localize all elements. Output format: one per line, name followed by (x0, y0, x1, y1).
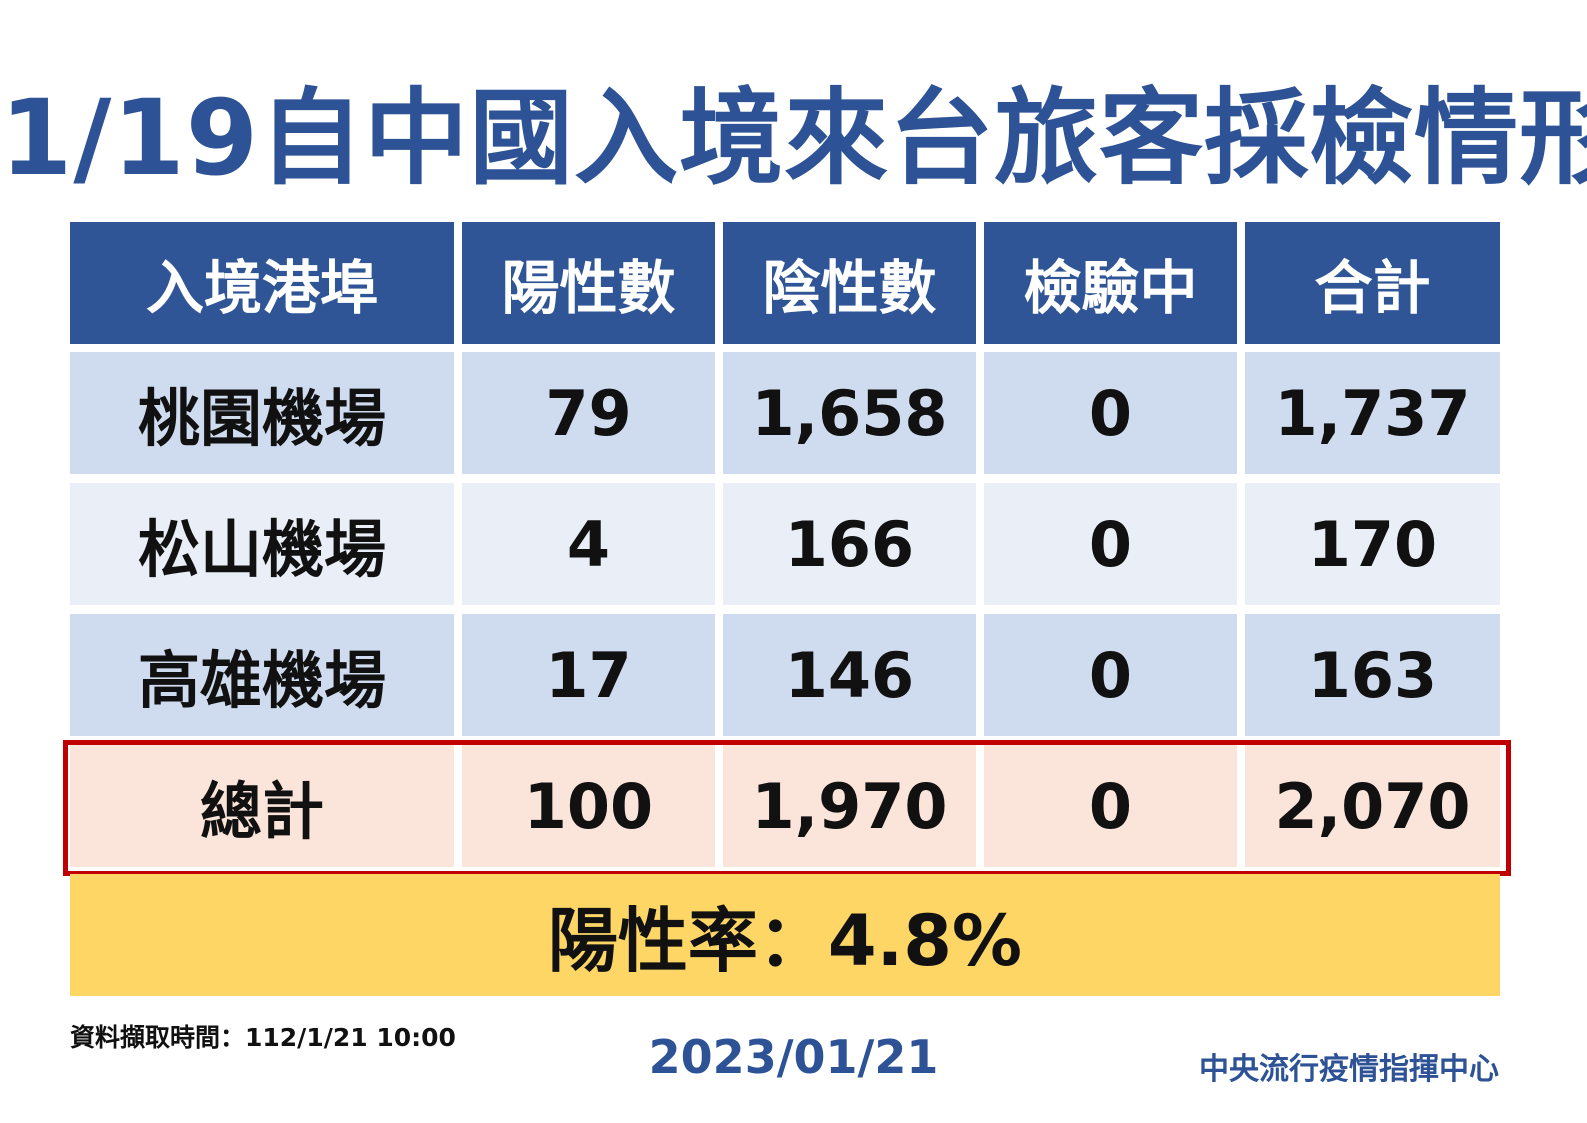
row-total: 163 (1245, 614, 1500, 736)
grand-total: 2,070 (1245, 745, 1500, 867)
header-pending: 檢驗中 (984, 222, 1237, 344)
data-timestamp: 資料擷取時間：112/1/21 10:00 (70, 1023, 456, 1052)
port-name: 桃園機場 (70, 352, 454, 474)
negative-count: 146 (723, 614, 976, 736)
total-positive: 100 (462, 745, 715, 867)
total-pending: 0 (984, 745, 1237, 867)
negative-count: 1,658 (723, 352, 976, 474)
header-negative: 陰性數 (723, 222, 976, 344)
report-date: 2023/01/21 (648, 1030, 939, 1084)
positive-count: 17 (462, 614, 715, 736)
header-port: 入境港埠 (70, 222, 454, 344)
positive-count: 4 (462, 483, 715, 605)
negative-count: 166 (723, 483, 976, 605)
row-total: 170 (1245, 483, 1500, 605)
organization-name: 中央流行疫情指揮中心 (1199, 1052, 1499, 1087)
port-name: 松山機場 (70, 483, 454, 605)
table-row: 桃園機場 79 1,658 0 1,737 (70, 352, 1500, 474)
table-header-row: 入境港埠 陽性數 陰性數 檢驗中 合計 (70, 222, 1500, 344)
page-title: 1/19自中國入境來台旅客採檢情形 (0, 77, 1587, 199)
table-total-row: 總計 100 1,970 0 2,070 (70, 745, 1500, 867)
positive-count: 79 (462, 352, 715, 474)
positive-rate-banner: 陽性率：4.8% (70, 874, 1500, 996)
port-name: 高雄機場 (70, 614, 454, 736)
total-label: 總計 (70, 745, 454, 867)
table-row: 松山機場 4 166 0 170 (70, 483, 1500, 605)
total-negative: 1,970 (723, 745, 976, 867)
pending-count: 0 (984, 614, 1237, 736)
pending-count: 0 (984, 352, 1237, 474)
row-total: 1,737 (1245, 352, 1500, 474)
header-total: 合計 (1245, 222, 1500, 344)
table-row: 高雄機場 17 146 0 163 (70, 614, 1500, 736)
pending-count: 0 (984, 483, 1237, 605)
header-positive: 陽性數 (462, 222, 715, 344)
